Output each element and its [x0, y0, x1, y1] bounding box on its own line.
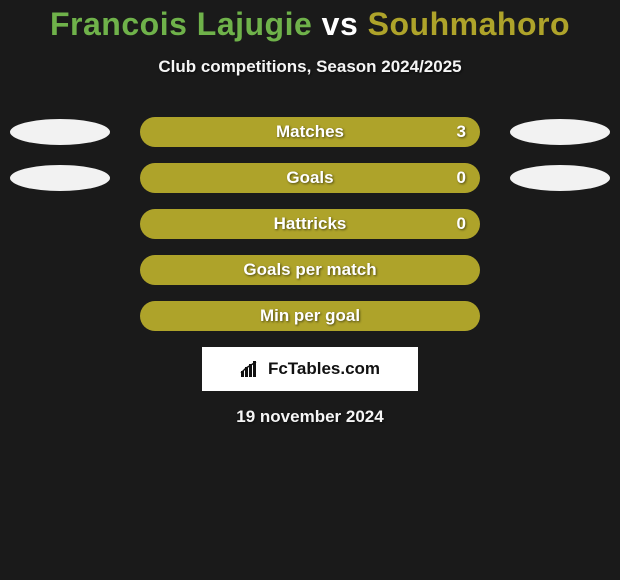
source-badge[interactable]: FcTables.com [202, 347, 418, 391]
player1-name: Francois Lajugie [50, 6, 312, 42]
left-value-ellipse [10, 165, 110, 191]
right-value-ellipse [510, 165, 610, 191]
stat-row: Goals per match [0, 255, 620, 285]
stat-value-right: 3 [457, 117, 466, 147]
stat-value-right: 0 [457, 163, 466, 193]
player2-name: Souhmahoro [368, 6, 570, 42]
source-badge-text: FcTables.com [268, 359, 380, 379]
comparison-widget: Francois Lajugie vs Souhmahoro Club comp… [0, 0, 620, 580]
stat-label: Goals per match [140, 255, 480, 285]
chart-bars-icon [240, 359, 262, 379]
left-value-ellipse [10, 119, 110, 145]
stat-row: Min per goal [0, 301, 620, 331]
subtitle: Club competitions, Season 2024/2025 [0, 57, 620, 77]
stat-bar: Hattricks0 [140, 209, 480, 239]
right-value-ellipse [510, 119, 610, 145]
date-label: 19 november 2024 [0, 407, 620, 427]
stat-label: Min per goal [140, 301, 480, 331]
stat-label: Matches [140, 117, 480, 147]
page-title: Francois Lajugie vs Souhmahoro [0, 6, 620, 43]
vs-label: vs [322, 6, 359, 42]
stat-bar: Goals per match [140, 255, 480, 285]
stat-rows: Matches3Goals0Hattricks0Goals per matchM… [0, 117, 620, 331]
stat-label: Hattricks [140, 209, 480, 239]
stat-bar: Min per goal [140, 301, 480, 331]
stat-value-right: 0 [457, 209, 466, 239]
stat-bar: Goals0 [140, 163, 480, 193]
stat-row: Matches3 [0, 117, 620, 147]
stat-bar: Matches3 [140, 117, 480, 147]
stat-row: Hattricks0 [0, 209, 620, 239]
stat-label: Goals [140, 163, 480, 193]
stat-row: Goals0 [0, 163, 620, 193]
